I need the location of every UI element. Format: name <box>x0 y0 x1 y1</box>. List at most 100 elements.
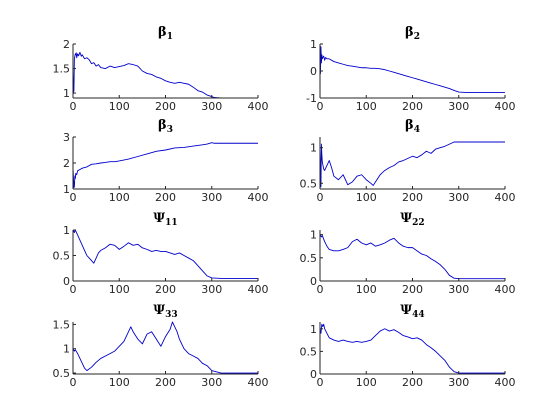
y-tick-label: -1 <box>306 92 317 105</box>
series-line <box>319 323 505 374</box>
panel-title-symbol: Ψ <box>400 303 412 318</box>
y-tick-label: 1 <box>63 343 70 356</box>
panel-title-symbol: Ψ <box>400 211 412 226</box>
series-line <box>72 229 258 279</box>
y-tick-label: 0.5 <box>300 345 318 358</box>
panel-title: Ψ44 <box>400 303 424 320</box>
x-tick-label: 200 <box>402 283 423 296</box>
y-tick-label: 1 <box>310 323 317 336</box>
x-tick-label: 200 <box>402 376 423 389</box>
y-tick-label: 1 <box>63 224 70 237</box>
x-tick-label: 400 <box>248 100 269 113</box>
y-tick-label: 0 <box>63 275 70 288</box>
panel-title-subscript: 33 <box>165 310 178 320</box>
panel-title: β3 <box>158 118 173 135</box>
x-tick-label: 200 <box>402 191 423 204</box>
x-tick-label: 200 <box>155 100 176 113</box>
panel-title-symbol: β <box>158 118 167 133</box>
x-tick-label: 400 <box>248 191 269 204</box>
y-tick-label: 0 <box>310 275 317 288</box>
y-tick-label: 1 <box>310 229 317 242</box>
x-tick-label: 0 <box>70 100 77 113</box>
y-tick-label: 3 <box>63 131 70 144</box>
y-tick-label: 1 <box>310 38 317 51</box>
x-tick-label: 200 <box>155 283 176 296</box>
x-tick-label: 200 <box>155 191 176 204</box>
x-tick-label: 300 <box>201 283 222 296</box>
y-tick-label: 0.5 <box>53 250 71 263</box>
x-tick-label: 400 <box>495 100 516 113</box>
x-tick-label: 300 <box>201 376 222 389</box>
x-tick-label: 0 <box>317 376 324 389</box>
x-tick-label: 300 <box>201 100 222 113</box>
panel-4: β4 0 100 200 300 400 0.5 1 <box>300 118 516 204</box>
x-tick-label: 0 <box>317 100 324 113</box>
panel-title: Ψ22 <box>400 211 424 228</box>
y-tick-label: 2 <box>63 157 70 170</box>
x-tick-label: 200 <box>155 376 176 389</box>
y-tick-label: 1.5 <box>53 318 71 331</box>
x-tick-label: 400 <box>248 283 269 296</box>
panel-2: β20 100 200 300 400-101 <box>306 25 515 113</box>
panel-title-symbol: Ψ <box>153 303 165 318</box>
panel-title-subscript: 22 <box>412 218 425 228</box>
x-tick-label: 100 <box>356 100 377 113</box>
panel-title-subscript: 4 <box>414 125 420 135</box>
panel-5: Ψ11 0 100 200 300 400 0 0.5 1 <box>53 211 269 296</box>
panel-title-subscript: 44 <box>412 310 425 320</box>
y-tick-label: 1 <box>63 87 70 100</box>
x-tick-label: 400 <box>495 283 516 296</box>
x-tick-label: 100 <box>356 191 377 204</box>
x-tick-label: 400 <box>495 191 516 204</box>
panel-6: Ψ22 0 100 200 300 400 0 0.5 1 <box>300 211 516 296</box>
panel-title-symbol: β <box>405 25 414 40</box>
y-tick-label: 0.5 <box>53 367 71 380</box>
x-tick-label: 100 <box>356 376 377 389</box>
panel-title: β1 <box>158 25 173 42</box>
series-line <box>319 141 505 188</box>
panel-title-subscript: 3 <box>167 125 173 135</box>
panel-title-symbol: Ψ <box>153 211 165 226</box>
series-line <box>72 51 258 99</box>
series-line <box>319 234 505 280</box>
y-tick-label: 0.5 <box>300 252 318 265</box>
panel-title-subscript: 11 <box>165 218 178 228</box>
x-tick-label: 300 <box>448 191 469 204</box>
y-tick-label: 0 <box>310 368 317 381</box>
panel-7: Ψ33 0 100 200 300 400 0.5 1 1.5 <box>53 303 269 389</box>
y-tick-label: 1 <box>63 183 70 196</box>
y-tick-label: 1.5 <box>53 63 71 76</box>
x-tick-label: 100 <box>109 376 130 389</box>
x-tick-label: 0 <box>70 283 77 296</box>
panel-title-symbol: β <box>158 25 167 40</box>
panel-8: Ψ44 0 100 200 300 400 0 0.5 1 <box>300 303 516 389</box>
series-line <box>319 46 505 94</box>
x-tick-label: 100 <box>109 283 130 296</box>
x-tick-label: 200 <box>402 100 423 113</box>
x-tick-label: 400 <box>495 376 516 389</box>
series-line <box>72 142 258 189</box>
x-tick-label: 300 <box>448 283 469 296</box>
y-tick-label: 0.5 <box>300 177 318 190</box>
panel-title: β4 <box>405 118 420 135</box>
x-tick-label: 0 <box>317 283 324 296</box>
y-tick-label: 2 <box>63 38 70 51</box>
x-tick-label: 100 <box>109 191 130 204</box>
x-tick-label: 0 <box>317 191 324 204</box>
panel-title-subscript: 2 <box>414 32 420 42</box>
panel-title: Ψ11 <box>153 211 177 228</box>
x-tick-label: 100 <box>356 283 377 296</box>
panel-title: Ψ33 <box>153 303 177 320</box>
series-line <box>72 321 258 374</box>
panel-title-symbol: β <box>405 118 414 133</box>
panel-title-subscript: 1 <box>167 32 173 42</box>
x-tick-label: 300 <box>448 100 469 113</box>
y-tick-label: 0 <box>310 65 317 78</box>
x-tick-label: 100 <box>109 100 130 113</box>
x-tick-label: 300 <box>201 191 222 204</box>
panel-title: β2 <box>405 25 420 42</box>
x-tick-label: 0 <box>70 191 77 204</box>
